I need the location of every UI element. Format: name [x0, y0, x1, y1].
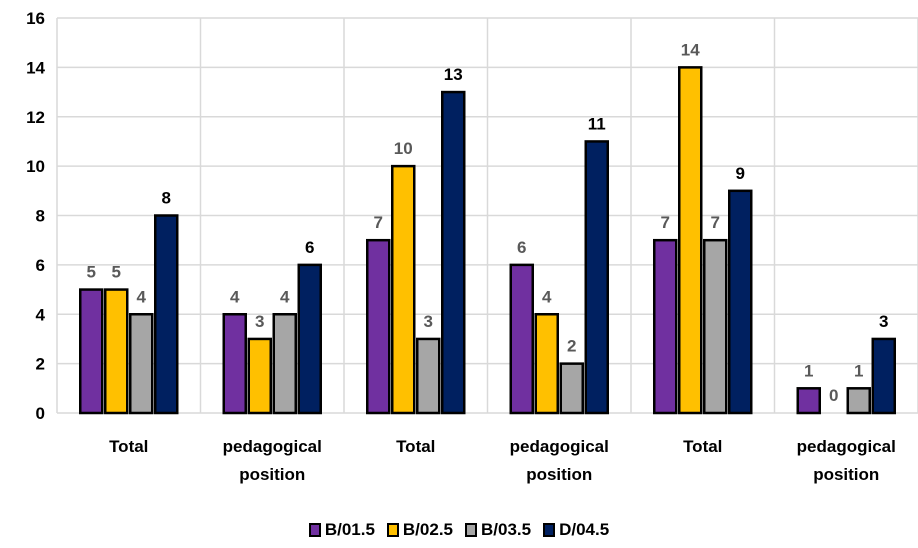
bar-b-01-5	[79, 288, 104, 415]
legend-swatch	[543, 523, 556, 537]
legend-swatch	[308, 523, 321, 537]
data-label: 7	[374, 213, 383, 232]
bar-d-04-5	[154, 214, 179, 415]
data-label: 7	[711, 213, 720, 232]
data-label: 3	[879, 312, 888, 331]
bar-b-03-5	[559, 362, 584, 415]
data-label: 11	[588, 114, 606, 133]
y-tick-label: 14	[26, 58, 45, 77]
bar-b-02-5	[104, 288, 129, 415]
data-label: 13	[444, 65, 463, 84]
y-tick-label: 2	[36, 355, 45, 374]
data-label: 8	[162, 189, 171, 208]
bar-b-02-5	[247, 337, 272, 415]
bar-b-01-5	[509, 263, 534, 415]
bar-d-04-5	[871, 337, 896, 415]
data-label: 3	[255, 312, 264, 331]
y-tick-label: 8	[36, 207, 45, 226]
data-label: 4	[137, 287, 147, 306]
data-label: 6	[305, 238, 314, 257]
legend-item: B/02.5	[386, 520, 453, 540]
data-label: 0	[829, 386, 838, 405]
legend-item: B/01.5	[308, 520, 375, 540]
bar-b-01-5	[796, 387, 821, 415]
data-label: 6	[517, 238, 526, 257]
category-label: Total	[396, 437, 435, 456]
category-label: position	[239, 465, 305, 484]
bar-b-02-5	[391, 164, 416, 415]
y-tick-label: 12	[26, 108, 45, 127]
data-label: 1	[804, 361, 813, 380]
legend-swatch	[465, 523, 477, 537]
legend-label: D/04.5	[559, 520, 610, 539]
bar-b-02-5	[534, 313, 559, 415]
bar-b-03-5	[272, 313, 297, 415]
category-label: Total	[109, 437, 148, 456]
category-label: position	[526, 465, 592, 484]
bar-d-04-5	[297, 263, 322, 415]
y-tick-label: 10	[26, 157, 45, 176]
chart-legend: B/01.5 B/02.5 B/03.5 D/04.5	[0, 520, 918, 542]
bar-d-04-5	[441, 90, 466, 415]
category-label: pedagogical	[797, 437, 896, 456]
category-label: pedagogical	[223, 437, 322, 456]
category-label: pedagogical	[510, 437, 609, 456]
category-label: position	[813, 465, 879, 484]
bar-b-03-5	[416, 337, 441, 415]
data-label: 14	[681, 40, 700, 59]
bar-b-01-5	[222, 313, 247, 415]
y-tick-label: 4	[36, 305, 46, 324]
y-tick-label: 0	[36, 404, 45, 423]
legend-item: B/03.5	[465, 520, 531, 540]
data-label: 10	[394, 139, 413, 158]
data-label: 1	[854, 361, 863, 380]
legend-label: B/02.5	[402, 520, 453, 539]
data-label: 5	[112, 263, 121, 282]
data-label: 9	[736, 164, 745, 183]
bar-b-03-5	[703, 238, 728, 415]
category-label: Total	[683, 437, 722, 456]
bar-d-04-5	[584, 140, 609, 415]
legend-swatch	[386, 523, 399, 537]
y-tick-label: 16	[26, 9, 45, 28]
bar-d-04-5	[728, 189, 753, 415]
legend-label: B/01.5	[324, 520, 375, 539]
bar-b-01-5	[366, 238, 391, 415]
legend-label: B/03.5	[481, 520, 532, 539]
data-label: 3	[424, 312, 433, 331]
data-label: 4	[230, 287, 240, 306]
y-tick-label: 6	[36, 256, 45, 275]
bar-b-03-5	[846, 387, 871, 415]
data-label: 5	[87, 263, 96, 282]
legend-item: D/04.5	[543, 520, 609, 540]
data-label: 2	[567, 337, 576, 356]
bar-b-02-5	[678, 66, 703, 415]
data-label: 4	[542, 287, 552, 306]
data-label: 7	[661, 213, 670, 232]
bar-b-01-5	[653, 238, 678, 415]
bar-b-03-5	[129, 313, 154, 415]
data-label: 4	[280, 287, 290, 306]
